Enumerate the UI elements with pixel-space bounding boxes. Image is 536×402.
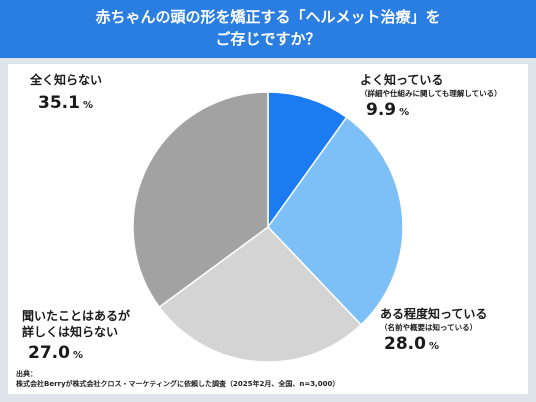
chart-card: よく知っている （詳細や仕組みに関しても理解している） 9.9% ある程度知って…	[8, 64, 528, 394]
slice-label-well-known: よく知っている （詳細や仕組みに関しても理解している） 9.9%	[360, 72, 502, 124]
pie-chart	[132, 91, 404, 363]
slice-name-line2: 詳しくは知らない	[22, 325, 119, 339]
source-note: 出典： 株式会社Berryが株式会社クロス・マーケティングに依頼した調査（202…	[16, 369, 339, 389]
chart-title-banner: 赤ちゃんの頭の形を矯正する「ヘルメット治療」を ご存じですか？	[0, 0, 536, 58]
slice-note: （詳細や仕組みに関しても理解している）	[360, 89, 502, 98]
chart-title-line2: ご存じですか？	[215, 30, 321, 48]
pie-slice-not-known	[132, 91, 269, 309]
pie-slice-heard-of	[158, 226, 363, 363]
pie-slice-well-known	[267, 91, 348, 230]
slice-value: 27.0%	[28, 343, 83, 363]
chart-title-line1: 赤ちゃんの頭の形を矯正する「ヘルメット治療」を	[95, 8, 441, 26]
pie-slice-somewhat-known	[267, 116, 404, 326]
slice-value: 28.0%	[384, 334, 439, 354]
slice-name: よく知っている	[360, 73, 444, 87]
source-text: 株式会社Berryが株式会社クロス・マーケティングに依頼した調査（2025年2月…	[16, 380, 340, 388]
slice-name: 全く知らない	[30, 73, 103, 87]
slice-value: 35.1%	[38, 93, 93, 113]
slice-name-line1: 聞いたことはあるが	[22, 309, 131, 323]
slice-label-somewhat-known: ある程度知っている （名前や概要は知っている） 28.0%	[380, 306, 487, 358]
source-heading: 出典：	[16, 370, 37, 378]
slice-label-not-known: 全く知らない 35.1%	[30, 72, 102, 117]
slice-name: ある程度知っている	[380, 307, 488, 321]
slice-note: （名前や概要は知っている）	[380, 323, 478, 332]
slice-value: 9.9%	[366, 100, 410, 120]
slice-label-heard-of: 聞いたことはあるが 詳しくは知らない 27.0%	[22, 308, 130, 367]
